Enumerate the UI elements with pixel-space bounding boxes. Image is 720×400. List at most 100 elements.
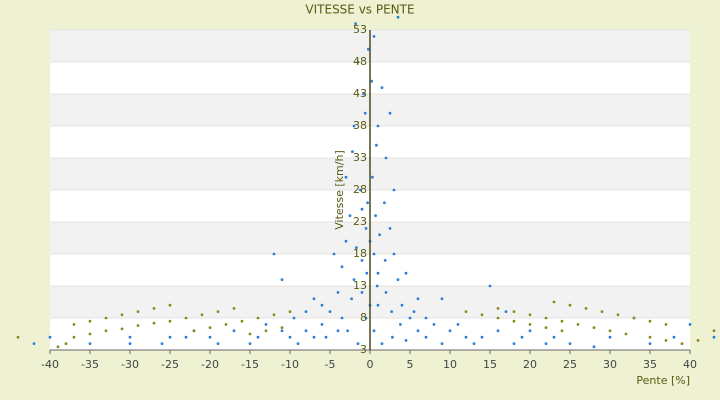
x-tick-label: 25 bbox=[563, 358, 577, 371]
point bbox=[504, 310, 508, 313]
point bbox=[512, 342, 516, 345]
point bbox=[632, 316, 636, 320]
point bbox=[120, 327, 124, 331]
point bbox=[364, 227, 368, 230]
x-tick-label: 0 bbox=[367, 358, 374, 371]
point bbox=[456, 323, 460, 326]
point bbox=[324, 335, 328, 339]
y-tick-label: 13 bbox=[353, 279, 367, 292]
point bbox=[48, 335, 52, 339]
point bbox=[712, 329, 716, 333]
point bbox=[364, 316, 368, 320]
point bbox=[288, 335, 292, 339]
point bbox=[520, 335, 524, 339]
y-tick-label: 43 bbox=[353, 87, 367, 100]
point bbox=[372, 329, 376, 333]
point bbox=[404, 271, 408, 275]
point bbox=[390, 310, 393, 313]
point bbox=[404, 339, 408, 342]
point bbox=[528, 313, 532, 317]
point bbox=[480, 313, 484, 317]
point bbox=[88, 319, 92, 323]
point bbox=[160, 342, 164, 345]
point bbox=[376, 124, 380, 128]
point bbox=[648, 319, 652, 323]
point bbox=[356, 342, 360, 345]
point bbox=[664, 323, 668, 326]
point bbox=[496, 316, 500, 320]
point bbox=[544, 316, 548, 320]
point bbox=[344, 175, 348, 179]
point bbox=[355, 246, 358, 250]
point bbox=[392, 252, 396, 256]
point bbox=[696, 339, 700, 342]
point bbox=[56, 345, 60, 349]
point bbox=[352, 278, 356, 281]
point bbox=[296, 342, 300, 345]
point bbox=[464, 335, 468, 339]
point bbox=[568, 303, 572, 307]
point bbox=[350, 297, 353, 301]
point bbox=[64, 342, 68, 345]
point bbox=[360, 207, 364, 211]
point bbox=[208, 335, 212, 339]
point bbox=[672, 335, 676, 339]
point bbox=[560, 329, 564, 333]
chart-title: VITESSE vs PENTE bbox=[305, 3, 414, 17]
point bbox=[192, 329, 196, 333]
point bbox=[280, 278, 284, 281]
point bbox=[388, 111, 392, 115]
point bbox=[552, 335, 556, 339]
point bbox=[592, 345, 596, 349]
point bbox=[264, 329, 268, 333]
point bbox=[648, 335, 652, 339]
point bbox=[396, 15, 400, 19]
point bbox=[340, 265, 344, 269]
y-tick-label: 38 bbox=[353, 119, 367, 132]
point bbox=[351, 150, 354, 154]
point bbox=[375, 284, 379, 288]
point bbox=[366, 201, 369, 205]
point bbox=[360, 291, 364, 294]
x-tick-label: -10 bbox=[281, 358, 299, 371]
point bbox=[256, 335, 260, 339]
point bbox=[362, 92, 365, 96]
point bbox=[496, 307, 500, 310]
point bbox=[240, 319, 244, 323]
x-tick-label: -15 bbox=[241, 358, 259, 371]
y-tick-label: 28 bbox=[353, 183, 367, 196]
point bbox=[168, 303, 172, 307]
y-tick-label: 48 bbox=[353, 55, 367, 68]
point bbox=[624, 332, 628, 336]
point bbox=[384, 156, 388, 160]
point bbox=[384, 291, 388, 294]
x-tick-label: 15 bbox=[483, 358, 497, 371]
point bbox=[488, 284, 492, 288]
point bbox=[416, 297, 420, 301]
point bbox=[365, 271, 369, 275]
point bbox=[408, 316, 412, 320]
point bbox=[184, 316, 188, 320]
point bbox=[328, 310, 332, 313]
point bbox=[376, 271, 380, 275]
x-tick-label: 35 bbox=[643, 358, 657, 371]
point bbox=[304, 329, 308, 333]
point bbox=[336, 291, 340, 294]
point bbox=[216, 342, 220, 345]
point bbox=[392, 188, 396, 192]
point bbox=[232, 329, 236, 333]
point bbox=[352, 124, 356, 128]
point bbox=[512, 319, 516, 323]
point bbox=[363, 111, 367, 115]
y-tick-label: 8 bbox=[360, 311, 367, 324]
point bbox=[304, 310, 308, 313]
point bbox=[354, 22, 357, 25]
x-tick-label: -40 bbox=[41, 358, 59, 371]
point bbox=[664, 339, 668, 342]
point bbox=[480, 335, 484, 339]
point bbox=[440, 297, 444, 301]
point bbox=[608, 335, 612, 339]
point bbox=[208, 326, 212, 329]
point bbox=[380, 86, 384, 89]
